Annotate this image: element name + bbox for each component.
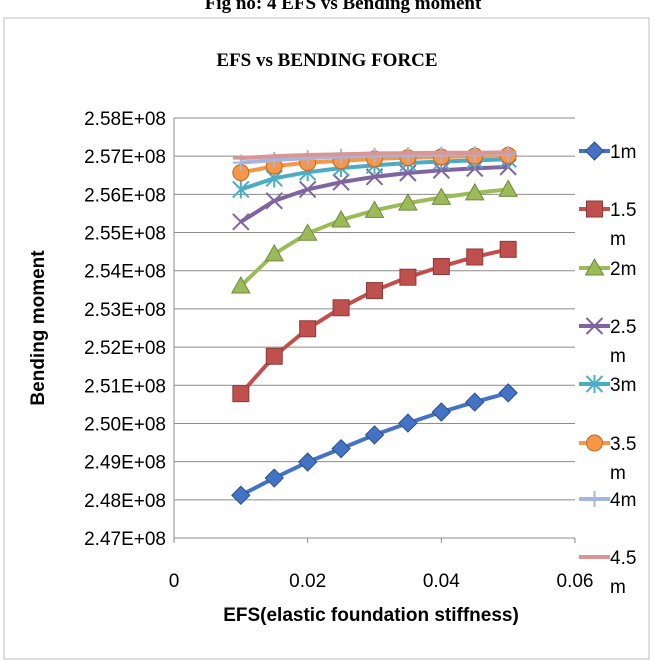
legend-label-cont: m: [610, 463, 626, 484]
y-tick-label: 2.52E+08: [84, 338, 166, 359]
y-tick-label: 2.54E+08: [84, 262, 166, 283]
data-point-marker: [366, 147, 383, 164]
series-2_5m: [232, 158, 517, 231]
data-point-marker: [298, 180, 317, 199]
y-tick-label: 2.50E+08: [84, 414, 166, 435]
data-point-marker: [332, 173, 350, 191]
chart-title: EFS vs BENDING FORCE: [216, 50, 437, 71]
data-point-marker: [232, 213, 250, 231]
data-point-marker: [297, 223, 318, 241]
legend: 1m 1.5 m 2m 2.5 m 3m 3.5 m 4m 4.5 m: [579, 141, 636, 598]
data-point-marker: [586, 200, 603, 218]
data-point-marker: [586, 491, 603, 507]
legend-entry: 1.5 m: [579, 200, 636, 250]
data-point-marker: [464, 182, 485, 201]
data-point-marker: [398, 413, 418, 433]
y-tick-label: 2.53E+08: [84, 300, 166, 321]
x-axis-label: EFS(elastic foundation stiffness): [223, 605, 519, 626]
legend-label: 2.5: [610, 317, 636, 338]
data-point-marker: [498, 383, 518, 403]
legend-label: 2m: [610, 259, 636, 280]
y-tick-label: 2.51E+08: [84, 376, 166, 397]
data-point-marker: [499, 240, 517, 258]
y-axis-label: Bending moment: [28, 250, 49, 406]
data-point-marker: [232, 385, 250, 403]
y-tick-label: 2.55E+08: [84, 224, 166, 245]
data-point-marker: [230, 275, 251, 294]
data-point-marker: [399, 268, 417, 286]
data-point-marker: [584, 141, 605, 161]
x-tick-label: 0.02: [289, 571, 326, 592]
legend-label: 3.5: [610, 434, 636, 455]
series-1_5m: [232, 240, 517, 403]
legend-label: 4m: [610, 490, 636, 511]
data-point-marker: [585, 375, 604, 393]
data-point-marker: [364, 200, 385, 218]
data-point-marker: [586, 434, 603, 452]
legend-entry: 2m: [579, 257, 636, 280]
legend-label-cont: m: [610, 346, 626, 367]
y-tick-label: 2.47E+08: [84, 529, 166, 550]
data-point-marker: [232, 180, 250, 199]
data-point-marker: [332, 299, 350, 317]
data-point-marker: [265, 192, 283, 210]
data-point-marker: [431, 187, 452, 205]
legend-label: 4.5: [610, 548, 636, 569]
data-point-marker: [297, 452, 318, 472]
data-point-marker: [585, 317, 604, 335]
data-point-marker: [398, 193, 418, 211]
x-tick-label: 0.06: [557, 571, 594, 592]
data-point-marker: [264, 243, 285, 262]
legend-entry: 4m: [579, 490, 636, 511]
y-tick-label: 2.48E+08: [84, 491, 166, 512]
series-2m: [230, 179, 519, 294]
legend-label: 1.5: [610, 200, 636, 221]
data-point-marker: [299, 320, 317, 338]
axes: 2.47E+08 2.48E+08 2.49E+08 2.50E+08 2.51E+08…: [84, 109, 593, 592]
data-point-marker: [299, 150, 316, 167]
data-point-marker: [264, 468, 284, 488]
y-tick-label: 2.49E+08: [84, 453, 166, 474]
y-tick-label: 2.57E+08: [84, 147, 166, 168]
data-point-marker: [466, 248, 484, 266]
y-tick-label: 2.58E+08: [84, 109, 166, 130]
data-point-marker: [331, 209, 351, 228]
x-tick-label: 0.04: [423, 571, 460, 592]
legend-label: 3m: [610, 375, 636, 396]
legend-label: 1m: [610, 142, 636, 163]
x-tick-label: 0: [169, 571, 180, 592]
y-tick-label: 2.56E+08: [84, 185, 166, 206]
figure-caption: Fig no: 4 EFS vs Bending moment: [205, 0, 482, 14]
data-point-marker: [331, 438, 351, 459]
chart-frame: [3, 17, 650, 660]
series-group: [230, 145, 519, 505]
legend-entry: 3m: [579, 375, 636, 396]
data-point-marker: [432, 258, 450, 276]
data-point-marker: [364, 425, 385, 445]
legend-entry: 3.5 m: [579, 434, 636, 484]
data-point-marker: [265, 347, 283, 365]
legend-entry: 1m: [579, 141, 636, 163]
legend-label-cont: m: [610, 577, 626, 598]
legend-label-cont: m: [610, 229, 626, 250]
data-point-marker: [366, 282, 383, 300]
legend-entry: 2.5 m: [579, 317, 636, 367]
data-point-marker: [465, 392, 485, 412]
legend-entry: 4.5 m: [579, 548, 636, 598]
data-point-marker: [231, 485, 251, 505]
series-4_5m: [232, 150, 517, 161]
series-1m: [231, 383, 518, 505]
data-point-marker: [498, 179, 519, 197]
data-point-marker: [431, 402, 452, 422]
data-point-marker: [584, 257, 605, 276]
data-point-marker: [333, 148, 350, 165]
